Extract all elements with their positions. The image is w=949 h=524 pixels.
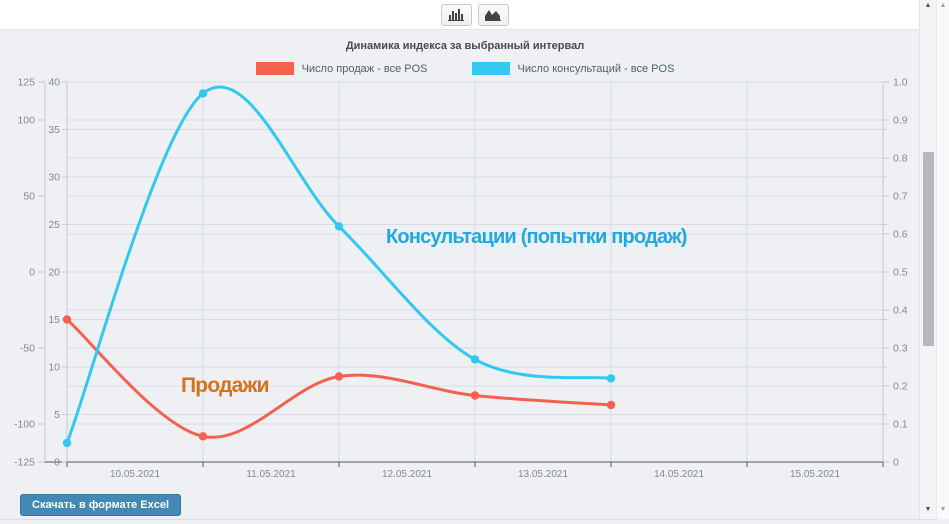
right-axis-label: 0.2 [893,381,908,393]
x-axis-label: 13.05.2021 [518,469,568,480]
legend-label-sales: Число продаж - все POS [301,62,428,75]
inner-left-axis-label: 25 [48,219,60,231]
legend-swatch-consultations [471,62,510,75]
inner-left-axis-label: 15 [48,314,60,326]
data-point [62,315,72,324]
footer-divider [0,519,936,520]
inner-left-axis-label: 10 [48,362,60,374]
consultations-line [65,85,613,445]
x-axis-label: 10.05.2021 [110,469,160,480]
data-point [334,222,344,231]
x-axis-label: 15.05.2021 [790,469,840,480]
data-point [334,372,344,381]
inner-left-axis-label: 40 [48,77,60,89]
right-axis-label: 0.4 [893,305,908,317]
legend: Число продаж - все POS Число консультаци… [0,62,930,75]
right-axis-label: 0.1 [893,419,908,431]
x-axis-label: 11.05.2021 [246,469,296,480]
right-axis-label: 1.0 [893,77,908,89]
sales-line [65,318,613,439]
outer-scroll-down-button[interactable]: ▼ [939,506,947,513]
data-point [606,374,616,383]
right-axis-label: 0.9 [893,115,908,127]
inner-scrollbar-thumb[interactable] [923,152,934,346]
inner-left-axis-label: 35 [48,124,60,136]
right-axis-label: 0.8 [893,153,908,165]
inner-scroll-down-button[interactable]: ▼ [924,506,932,513]
bar-chart-icon [448,9,464,21]
outer-left-axis-label: 50 [23,191,35,203]
toolbar [0,0,949,30]
legend-item-consultations[interactable]: Число консультаций - все POS [471,62,675,75]
inner-scrollbar[interactable]: ▲ ▼ [919,0,936,519]
data-point [470,355,480,364]
chart-annotation: Продажи [181,374,269,397]
right-axis-label: 0.6 [893,229,908,241]
data-point [606,400,616,410]
legend-swatch-sales [255,62,294,75]
right-axis-label: 0.7 [893,191,908,203]
outer-left-axis-label: -50 [20,343,35,355]
outer-left-axis-label: 100 [17,115,35,127]
inner-left-axis-label: 20 [48,267,60,279]
data-point [198,432,208,441]
right-axis-label: 0 [893,457,899,469]
bar-chart-button[interactable] [440,4,472,26]
inner-left-axis-label: 5 [54,409,60,421]
right-axis-label: 0.3 [893,343,908,355]
outer-left-axis-label: -125 [14,457,35,469]
outer-left-axis-label: 125 [17,77,35,89]
data-point [470,391,480,400]
inner-left-axis-label: 30 [48,172,60,184]
right-axis-label: 0.5 [893,267,908,279]
chart-annotation: Консультации (попытки продаж) [386,226,687,248]
chart-title: Динамика индекса за выбранный интервал [345,40,585,52]
download-excel-button[interactable]: Скачать в формате Excel [20,494,182,516]
outer-scroll-up-button[interactable]: ▲ [939,2,947,9]
inner-scroll-up-button[interactable]: ▲ [924,2,932,9]
data-point [62,438,72,448]
outer-left-axis-label: -100 [14,419,35,431]
legend-item-sales[interactable]: Число продаж - все POS [255,62,428,75]
outer-left-axis-label: 0 [29,267,35,279]
x-axis-label: 12.05.2021 [382,469,432,480]
area-chart-icon [485,10,501,21]
inner-left-axis-label: 0 [54,457,60,469]
x-axis-label: 14.05.2021 [654,469,704,480]
data-point [198,89,208,98]
legend-label-consultations: Число консультаций - все POS [517,62,675,75]
area-chart-button[interactable] [477,4,509,26]
outer-scrollbar[interactable]: ▲ ▼ [936,0,949,519]
